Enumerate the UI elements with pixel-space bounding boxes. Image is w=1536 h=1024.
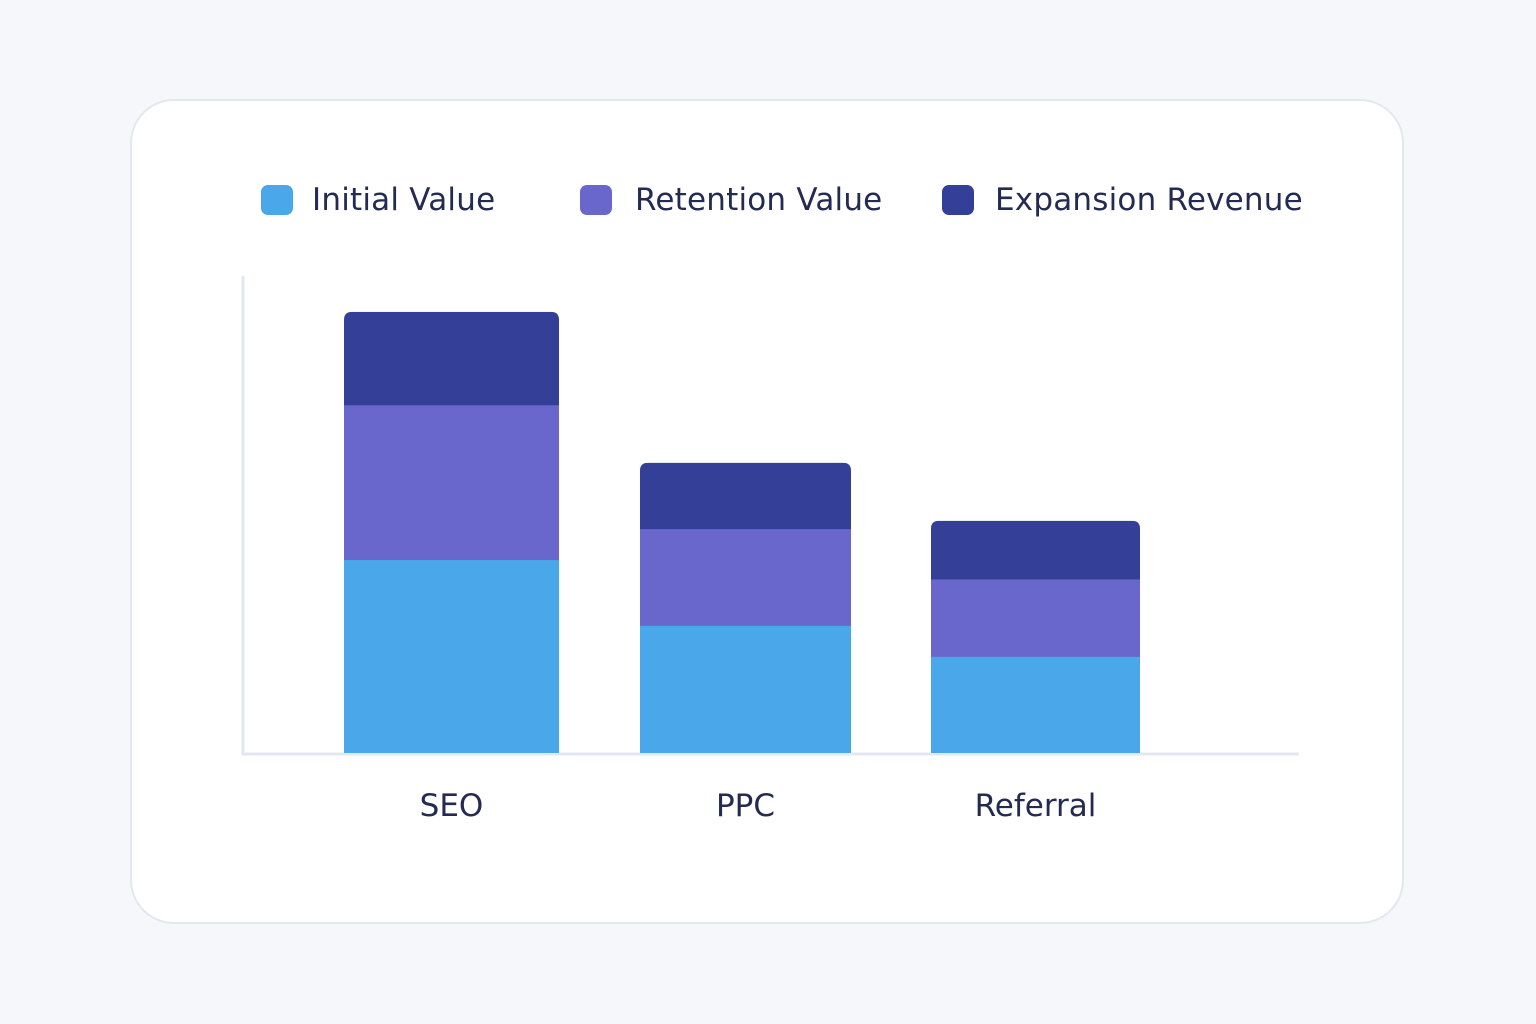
legend-item-retention-value: Retention Value	[580, 182, 883, 218]
bar-seo-retention-value	[344, 404, 559, 561]
x-tick-label-seo: SEO	[420, 788, 484, 824]
bar-referral-expansion-revenue	[931, 520, 1140, 580]
bar-seo-initial-value	[344, 559, 559, 753]
legend-item-expansion-revenue: Expansion Revenue	[942, 182, 1303, 218]
bar-ppc-retention-value	[640, 528, 851, 626]
bar-ppc-expansion-revenue	[640, 462, 851, 530]
bar-seo-expansion-revenue	[344, 311, 559, 406]
bars-group	[344, 311, 1140, 753]
legend-swatch-expansion-revenue	[942, 185, 974, 215]
legend-label-expansion-revenue: Expansion Revenue	[995, 182, 1303, 218]
legend-item-initial-value: Initial Value	[261, 182, 496, 218]
x-tick-label-ppc: PPC	[716, 788, 775, 824]
legend-label-retention-value: Retention Value	[635, 182, 883, 218]
legend-swatch-retention-value	[580, 185, 612, 215]
legend-label-initial-value: Initial Value	[312, 182, 496, 218]
bar-ppc-initial-value	[640, 625, 851, 753]
legend-swatch-initial-value	[261, 185, 293, 215]
bar-referral-initial-value	[931, 656, 1140, 753]
category-labels: SEO PPC Referral	[420, 788, 1097, 824]
bar-referral-retention-value	[931, 578, 1140, 657]
bar-stack-seo	[344, 311, 559, 753]
bar-stack-referral	[931, 520, 1140, 753]
x-tick-label-referral: Referral	[975, 788, 1097, 824]
bar-stack-ppc	[640, 462, 851, 753]
